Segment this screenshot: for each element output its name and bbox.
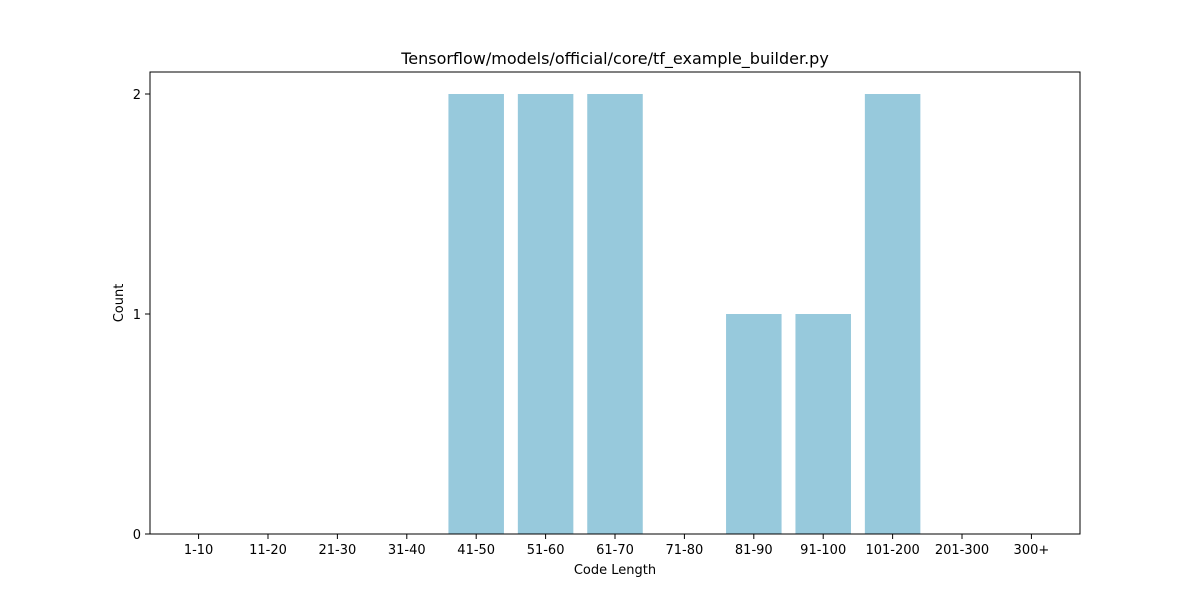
bar-61-70 [587, 94, 643, 534]
x-tick-label: 91-100 [800, 543, 846, 558]
bar-51-60 [517, 94, 574, 534]
x-tick-label: 21-30 [318, 543, 356, 558]
y-axis-label: Count [112, 284, 127, 323]
x-tick-label: 31-40 [388, 543, 426, 558]
y-tick-label: 0 [133, 528, 141, 543]
y-tick-label: 2 [133, 88, 141, 103]
x-tick-label: 201-300 [935, 543, 989, 558]
bars [448, 94, 921, 534]
x-tick-label: 11-20 [249, 543, 287, 558]
bar-91-100 [795, 314, 851, 534]
bar-81-90 [726, 314, 782, 534]
bar-101-200 [864, 94, 921, 534]
x-tick-label: 300+ [1014, 543, 1050, 558]
y-tick-label: 1 [133, 308, 141, 323]
x-tick-label: 51-60 [527, 543, 565, 558]
x-tick-label: 81-90 [735, 543, 773, 558]
y-axis-ticks: 0 1 2 [133, 88, 150, 543]
chart-title: Tensorflow/models/official/core/tf_examp… [400, 49, 829, 69]
x-tick-label: 71-80 [666, 543, 704, 558]
x-axis-ticks: 1-10 11-20 21-30 31-40 41-50 51-60 61-70 71-80 8… [184, 534, 1049, 558]
bar-41-50 [448, 94, 504, 534]
x-tick-label: 1-10 [184, 543, 214, 558]
x-tick-label: 61-70 [596, 543, 634, 558]
x-tick-label: 41-50 [457, 543, 495, 558]
x-tick-label: 101-200 [865, 543, 919, 558]
x-axis-label: Code Length [574, 563, 656, 578]
